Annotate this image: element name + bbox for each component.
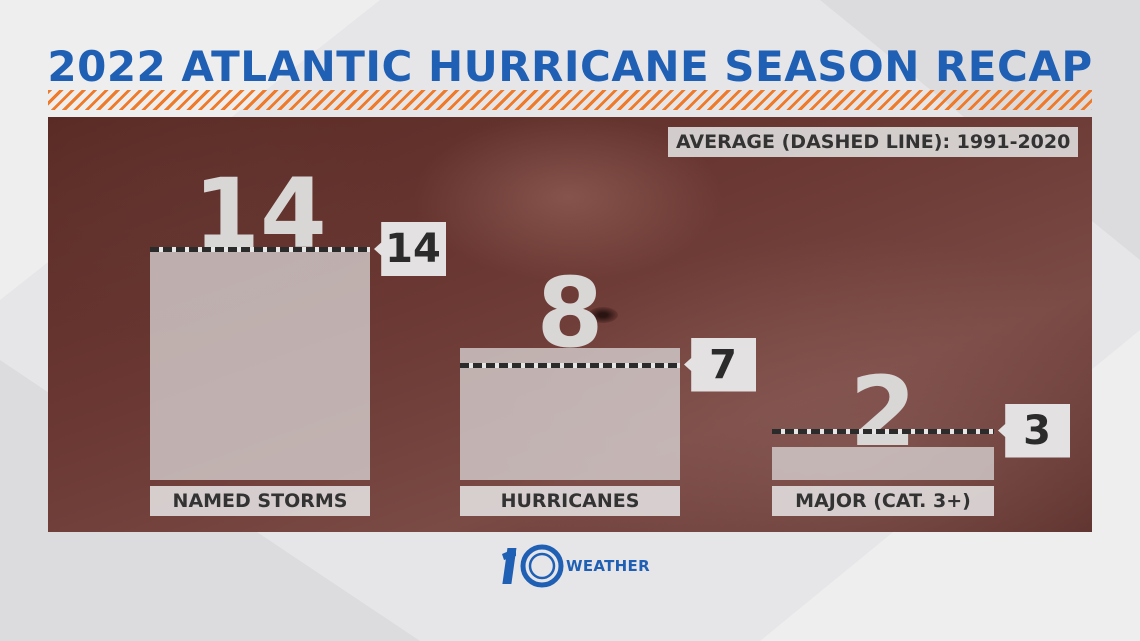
- average-line-3: [772, 428, 994, 434]
- average-label-3: 3: [998, 403, 1070, 458]
- average-line-2: [460, 362, 680, 368]
- station-logo: WEATHER: [498, 544, 650, 588]
- chart-title: 2022 ATLANTIC HURRICANE SEASON RECAP: [47, 42, 1093, 91]
- average-note: AVERAGE (DASHED LINE): 1991-2020: [668, 127, 1079, 157]
- category-label-2: HURRICANES: [460, 486, 680, 516]
- accent-hatch-stripe: [48, 90, 1092, 110]
- bar-2: [460, 348, 680, 480]
- bar-3: [772, 447, 994, 480]
- category-label-3: MAJOR (CAT. 3+): [772, 486, 994, 516]
- value-label-1: 14: [193, 158, 327, 271]
- average-label-1: 14: [374, 222, 446, 276]
- bar-1: [150, 249, 370, 480]
- logo-10-icon: [502, 544, 564, 588]
- hurricane-eye-image: [588, 307, 618, 323]
- logo-word: WEATHER: [566, 557, 650, 575]
- value-label-3: 2: [849, 356, 917, 469]
- average-label-2: 7: [684, 337, 756, 392]
- value-label-2: 8: [536, 257, 604, 370]
- average-line-1: [150, 247, 370, 252]
- category-label-1: NAMED STORMS: [150, 486, 370, 516]
